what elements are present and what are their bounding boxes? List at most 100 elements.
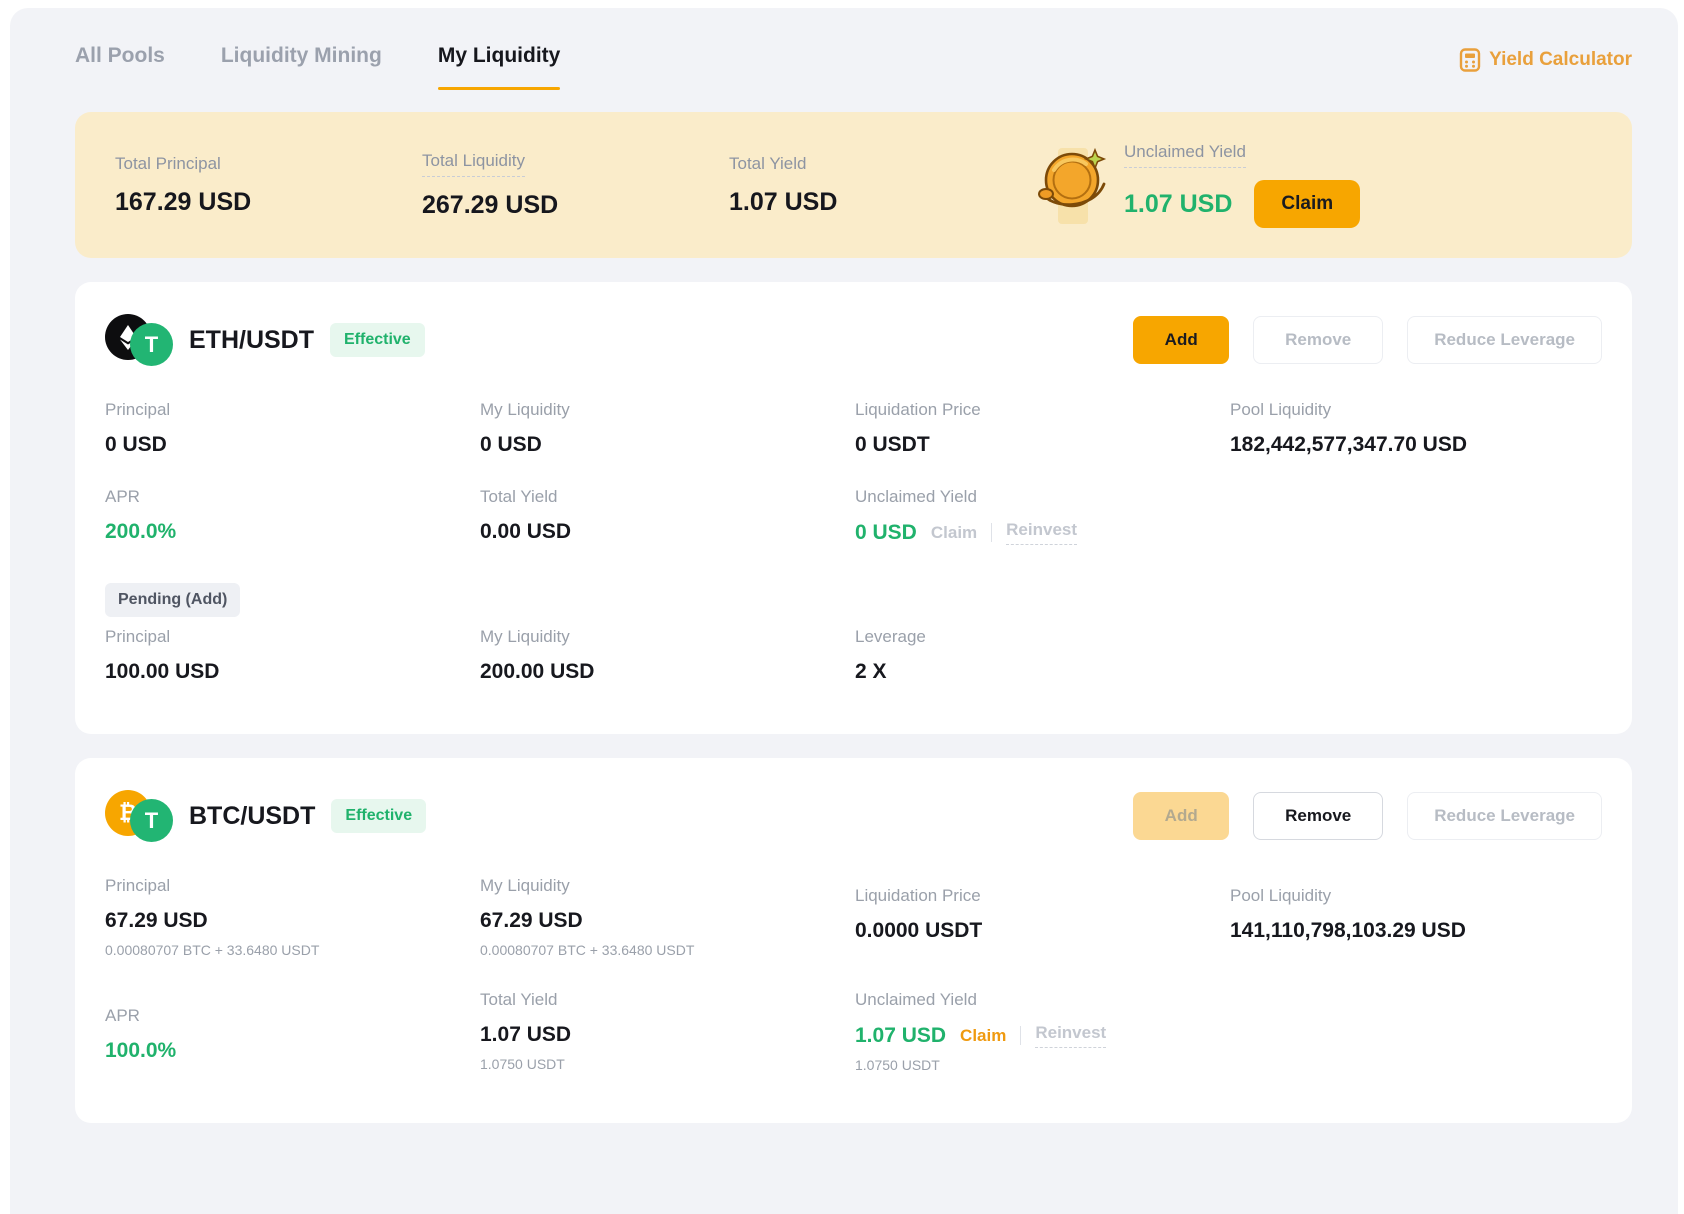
- stat-value: 67.29 USD: [105, 909, 208, 932]
- stat-principal: Principal 67.29 USD 0.00080707 BTC + 33.…: [105, 876, 480, 958]
- total-liquidity-label[interactable]: Total Liquidity: [422, 151, 526, 177]
- unclaimed-yield-value: 1.07 USD: [1124, 189, 1233, 218]
- stat-value: 0 USD: [855, 520, 917, 544]
- add-button: Add: [1133, 792, 1230, 840]
- coin-illustration-icon: [1036, 138, 1110, 232]
- stat-label: Pool Liquidity: [1230, 886, 1332, 905]
- stat-label: Principal: [105, 876, 171, 895]
- reduce-leverage-button[interactable]: Reduce Leverage: [1407, 792, 1602, 840]
- stat-value: 1.07 USD: [480, 1023, 572, 1046]
- stat-label: Unclaimed Yield: [855, 990, 977, 1009]
- stat-liquidation-price: Liquidation Price 0.0000 USDT: [855, 876, 1230, 943]
- tabs-row: All Pools Liquidity Mining My Liquidity …: [75, 8, 1632, 90]
- claim-link: Claim: [930, 522, 978, 542]
- stat-label: Unclaimed Yield: [855, 487, 977, 506]
- stat-label: Pool Liquidity: [1230, 400, 1332, 419]
- stat-value: 200.0%: [105, 520, 177, 543]
- remove-button[interactable]: Remove: [1253, 316, 1384, 364]
- reinvest-link: Reinvest: [1006, 520, 1078, 545]
- stat-value: 141,110,798,103.29 USD: [1230, 919, 1466, 942]
- stat-label: My Liquidity: [480, 876, 570, 895]
- stat-value: 0.0000 USDT: [855, 919, 983, 942]
- total-principal: Total Principal 167.29 USD: [115, 154, 422, 217]
- total-yield-label: Total Yield: [729, 153, 807, 173]
- total-yield-value: 1.07 USD: [729, 187, 838, 216]
- remove-button[interactable]: Remove: [1253, 792, 1384, 840]
- stat-pool-liquidity: Pool Liquidity 141,110,798,103.29 USD: [1230, 876, 1602, 943]
- tab-my-liquidity[interactable]: My Liquidity: [438, 44, 561, 90]
- claim-link[interactable]: Claim: [960, 1025, 1007, 1045]
- pending-my-liquidity: My Liquidity 200.00 USD: [480, 627, 855, 684]
- reinvest-link: Reinvest: [1035, 1023, 1107, 1048]
- tab-liquidity-mining[interactable]: Liquidity Mining: [220, 44, 382, 67]
- pool-card-eth-usdt: T ETH/USDT Effective Add Remove Reduce L…: [75, 282, 1632, 734]
- stat-label: Principal: [105, 400, 171, 419]
- total-yield: Total Yield 1.07 USD: [729, 154, 1036, 217]
- stat-label: Leverage: [855, 627, 926, 646]
- add-button[interactable]: Add: [1133, 316, 1230, 364]
- stat-label: My Liquidity: [480, 627, 570, 646]
- stat-value: 2 X: [855, 660, 887, 683]
- stat-sub-value: 1.0750 USDT: [855, 1057, 940, 1073]
- yield-calculator-link[interactable]: Yield Calculator: [1459, 44, 1632, 72]
- stat-total-yield: Total Yield 1.07 USD 1.0750 USDT: [480, 990, 855, 1072]
- status-badge: Effective: [330, 323, 425, 357]
- usdt-icon: T: [130, 323, 173, 366]
- stat-apr: APR 200.0%: [105, 487, 480, 544]
- divider: [1020, 1026, 1022, 1045]
- pair-icons: T: [105, 314, 175, 366]
- yield-calculator-label: Yield Calculator: [1489, 49, 1632, 70]
- pending-leverage: Leverage 2 X: [855, 627, 1230, 684]
- tab-all-pools[interactable]: All Pools: [75, 44, 165, 67]
- stat-value: 0 USD: [105, 433, 167, 456]
- stat-my-liquidity: My Liquidity 0 USD: [480, 400, 855, 457]
- total-liquidity-value: 267.29 USD: [422, 190, 559, 219]
- stat-value: 0 USDT: [855, 433, 930, 456]
- stat-pool-liquidity: Pool Liquidity 182,442,577,347.70 USD: [1230, 400, 1602, 457]
- pair-name: BTC/USDT: [189, 801, 316, 830]
- stat-label: APR: [105, 1006, 140, 1025]
- stat-label: Liquidation Price: [855, 886, 981, 905]
- stat-label: My Liquidity: [480, 400, 570, 419]
- stat-label: Total Yield: [480, 487, 558, 506]
- stat-value: 67.29 USD: [480, 909, 583, 932]
- stat-unclaimed-yield: Unclaimed Yield 1.07 USD Claim Reinvest …: [855, 990, 1230, 1073]
- pair-icons: ₿ T: [105, 790, 175, 842]
- stat-value: 100.00 USD: [105, 660, 220, 683]
- unclaimed-yield-label[interactable]: Unclaimed Yield: [1124, 142, 1246, 168]
- total-principal-value: 167.29 USD: [115, 187, 252, 216]
- stat-label: Principal: [105, 627, 171, 646]
- stat-label: Liquidation Price: [855, 400, 981, 419]
- divider: [991, 523, 993, 542]
- pool-card-btc-usdt: ₿ T BTC/USDT Effective Add Remove Reduce…: [75, 758, 1632, 1123]
- stat-value: 200.00 USD: [480, 660, 595, 683]
- stat-sub-value: 0.00080707 BTC + 33.6480 USDT: [105, 942, 320, 958]
- pair-name: ETH/USDT: [189, 325, 314, 354]
- stat-principal: Principal 0 USD: [105, 400, 480, 457]
- stat-label: Total Yield: [480, 990, 558, 1009]
- stat-sub-value: 1.0750 USDT: [480, 1056, 565, 1072]
- stat-value: 100.0%: [105, 1039, 177, 1062]
- total-principal-label: Total Principal: [115, 153, 221, 173]
- stat-unclaimed-yield: Unclaimed Yield 0 USD Claim Reinvest: [855, 487, 1230, 545]
- stat-value: 182,442,577,347.70 USD: [1230, 433, 1468, 456]
- calculator-icon: [1459, 48, 1481, 72]
- stat-my-liquidity: My Liquidity 67.29 USD 0.00080707 BTC + …: [480, 876, 855, 958]
- stat-total-yield: Total Yield 0.00 USD: [480, 487, 855, 544]
- stat-value: 0.00 USD: [480, 520, 572, 543]
- stat-apr: APR 100.0%: [105, 990, 480, 1063]
- reduce-leverage-button[interactable]: Reduce Leverage: [1407, 316, 1602, 364]
- stat-value: 0 USD: [480, 433, 542, 456]
- liquidity-page: All Pools Liquidity Mining My Liquidity …: [10, 8, 1678, 1214]
- usdt-icon: T: [130, 799, 173, 842]
- unclaimed-yield-group: Unclaimed Yield 1.07 USD Claim: [1036, 138, 1361, 232]
- stat-sub-value: 0.00080707 BTC + 33.6480 USDT: [480, 942, 695, 958]
- stat-liquidation-price: Liquidation Price 0 USDT: [855, 400, 1230, 457]
- summary-banner: Total Principal 167.29 USD Total Liquidi…: [75, 112, 1632, 258]
- stat-value: 1.07 USD: [855, 1023, 947, 1047]
- claim-button[interactable]: Claim: [1254, 180, 1361, 228]
- pending-principal: Principal 100.00 USD: [105, 627, 480, 684]
- status-badge: Effective: [331, 799, 427, 833]
- stat-label: APR: [105, 487, 140, 506]
- total-liquidity: Total Liquidity 267.29 USD: [422, 151, 729, 220]
